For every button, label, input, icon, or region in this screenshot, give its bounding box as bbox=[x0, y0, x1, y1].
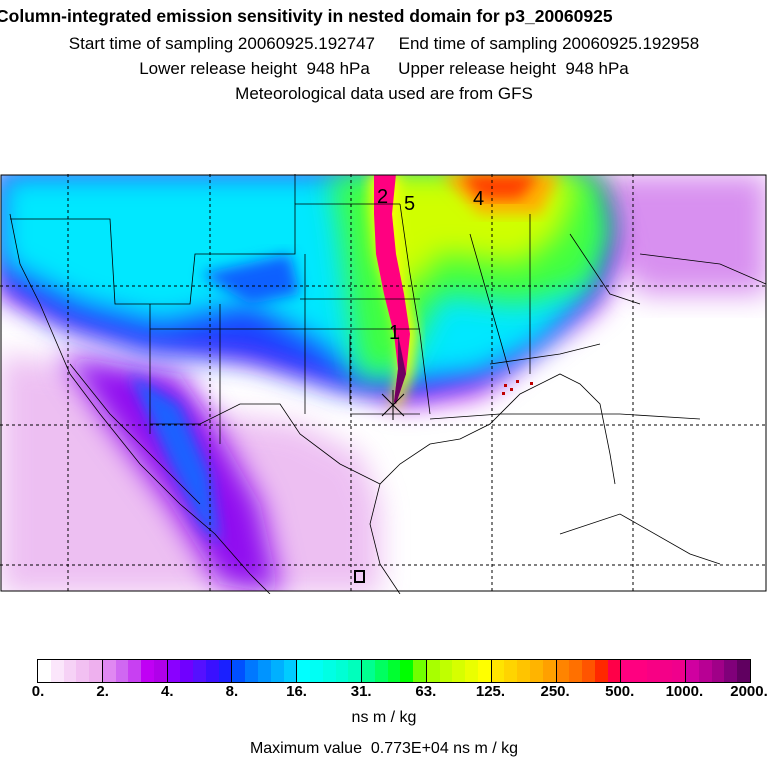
colorbar-swatch bbox=[193, 660, 206, 682]
colorbar-swatch bbox=[504, 660, 518, 682]
colorbar-swatch bbox=[659, 660, 673, 682]
colorbar-swatch bbox=[257, 660, 271, 682]
colorbar-swatch bbox=[348, 660, 362, 682]
map-label-2: 2 bbox=[377, 186, 388, 208]
colorbar-swatch bbox=[439, 660, 453, 682]
colorbar-swatch bbox=[413, 660, 426, 682]
emission-sensitivity-map: 1 2 4 5 bbox=[0, 174, 768, 594]
colorbar-swatch bbox=[634, 660, 647, 682]
colorbar-tick-label: 4. bbox=[161, 683, 174, 700]
colorbar-swatch bbox=[38, 660, 51, 682]
colorbar-swatch bbox=[477, 660, 491, 682]
colorbar-swatch bbox=[180, 660, 194, 682]
colorbar-swatch bbox=[465, 660, 478, 682]
colorbar-swatch bbox=[153, 660, 167, 682]
colorbar-segment bbox=[102, 660, 168, 682]
colorbar-tick-label: 16. bbox=[286, 683, 307, 700]
colorbar-segment bbox=[556, 660, 622, 682]
colorbar-segment bbox=[167, 660, 233, 682]
colorbar-swatch bbox=[218, 660, 232, 682]
colorbar-swatch bbox=[387, 660, 401, 682]
colorbar-tick-label: 8. bbox=[225, 683, 239, 700]
colorbar-tick-label: 0. bbox=[31, 683, 45, 700]
colorbar-segment bbox=[38, 660, 103, 682]
observation-points bbox=[502, 380, 533, 395]
colorbar-swatch bbox=[245, 660, 258, 682]
colorbar-swatch bbox=[232, 660, 246, 682]
colorbar-unit: ns m / kg bbox=[351, 709, 417, 726]
colorbar-swatch bbox=[102, 660, 116, 682]
colorbar-swatch bbox=[374, 660, 388, 682]
colorbar-swatch bbox=[50, 660, 64, 682]
sampling-times: Start time of sampling 20060925.192747 E… bbox=[68, 34, 700, 53]
met-data-source: Meteorological data used are from GFS bbox=[235, 84, 533, 103]
map-label-5: 5 bbox=[404, 193, 415, 215]
map-label-1: 1 bbox=[389, 322, 400, 344]
sensitivity-field bbox=[1, 175, 766, 591]
maximum-value: Maximum value 0.773E+04 ns m / kg bbox=[249, 740, 519, 757]
colorbar-swatch bbox=[76, 660, 90, 682]
plot-title: Column-integrated emission sensitivity i… bbox=[0, 6, 613, 26]
colorbar-swatch bbox=[89, 660, 102, 682]
colorbar-swatch bbox=[63, 660, 77, 682]
colorbar-tick-label: 2000. bbox=[730, 683, 768, 700]
box-marker bbox=[354, 570, 365, 583]
map-frame bbox=[0, 174, 767, 592]
colorbar-swatch bbox=[724, 660, 738, 682]
colorbar-segment bbox=[686, 660, 750, 682]
colorbar-swatch bbox=[646, 660, 660, 682]
colorbar-swatch bbox=[582, 660, 595, 682]
coastlines-and-borders bbox=[9, 174, 767, 594]
colorbar-swatch bbox=[556, 660, 570, 682]
colorbar-segment bbox=[232, 660, 298, 682]
colorbar-swatch bbox=[322, 660, 336, 682]
colorbar-swatch bbox=[569, 660, 583, 682]
colorbar-swatch bbox=[283, 660, 297, 682]
colorbar-tick-label: 500. bbox=[605, 683, 635, 700]
colorbar-swatch bbox=[672, 660, 686, 682]
colorbar-swatch bbox=[335, 660, 349, 682]
colorbar-tick-label: 125. bbox=[475, 683, 506, 700]
colorbar-swatch bbox=[517, 660, 530, 682]
colorbar-swatch bbox=[621, 660, 635, 682]
colorbar-swatch bbox=[400, 660, 414, 682]
colorbar-segment bbox=[297, 660, 363, 682]
colorbar-swatch bbox=[491, 660, 505, 682]
colorbar-segment bbox=[621, 660, 687, 682]
colorbar-swatch bbox=[310, 660, 323, 682]
colorbar-tick-label: 250. bbox=[540, 683, 570, 700]
colorbar-swatch bbox=[711, 660, 725, 682]
colorbar-swatch bbox=[607, 660, 621, 682]
colorbar-swatch bbox=[686, 660, 699, 682]
colorbar-swatch bbox=[167, 660, 181, 682]
colorbar-swatch bbox=[452, 660, 466, 682]
map-label-4: 4 bbox=[473, 188, 484, 210]
colorbar-tick-label: 1000. bbox=[665, 683, 704, 700]
colorbar-swatch bbox=[362, 660, 375, 682]
colorbar-swatch bbox=[128, 660, 142, 682]
colorbar-tick-label: 2. bbox=[96, 683, 109, 700]
colorbar-swatch bbox=[426, 660, 440, 682]
release-heights: Lower release height 948 hPa Upper relea… bbox=[139, 59, 629, 78]
colorbar-tick-label: 63. bbox=[415, 683, 437, 700]
colorbar-segment bbox=[426, 660, 492, 682]
colorbar-segment bbox=[491, 660, 557, 682]
colorbar-swatch bbox=[115, 660, 129, 682]
colorbar bbox=[37, 659, 751, 683]
colorbar-tick-label: 31. bbox=[350, 683, 372, 700]
colorbar-swatch bbox=[698, 660, 712, 682]
colorbar-swatch bbox=[205, 660, 219, 682]
colorbar-swatch bbox=[270, 660, 284, 682]
colorbar-swatch bbox=[737, 660, 750, 682]
release-labels: 1 2 4 5 bbox=[377, 186, 484, 344]
colorbar-swatch bbox=[529, 660, 543, 682]
colorbar-swatch bbox=[297, 660, 311, 682]
colorbar-segment bbox=[362, 660, 427, 682]
colorbar-swatch bbox=[594, 660, 608, 682]
colorbar-swatch bbox=[542, 660, 556, 682]
colorbar-swatch bbox=[141, 660, 154, 682]
release-site-marker bbox=[381, 390, 405, 420]
graticule bbox=[0, 174, 768, 592]
